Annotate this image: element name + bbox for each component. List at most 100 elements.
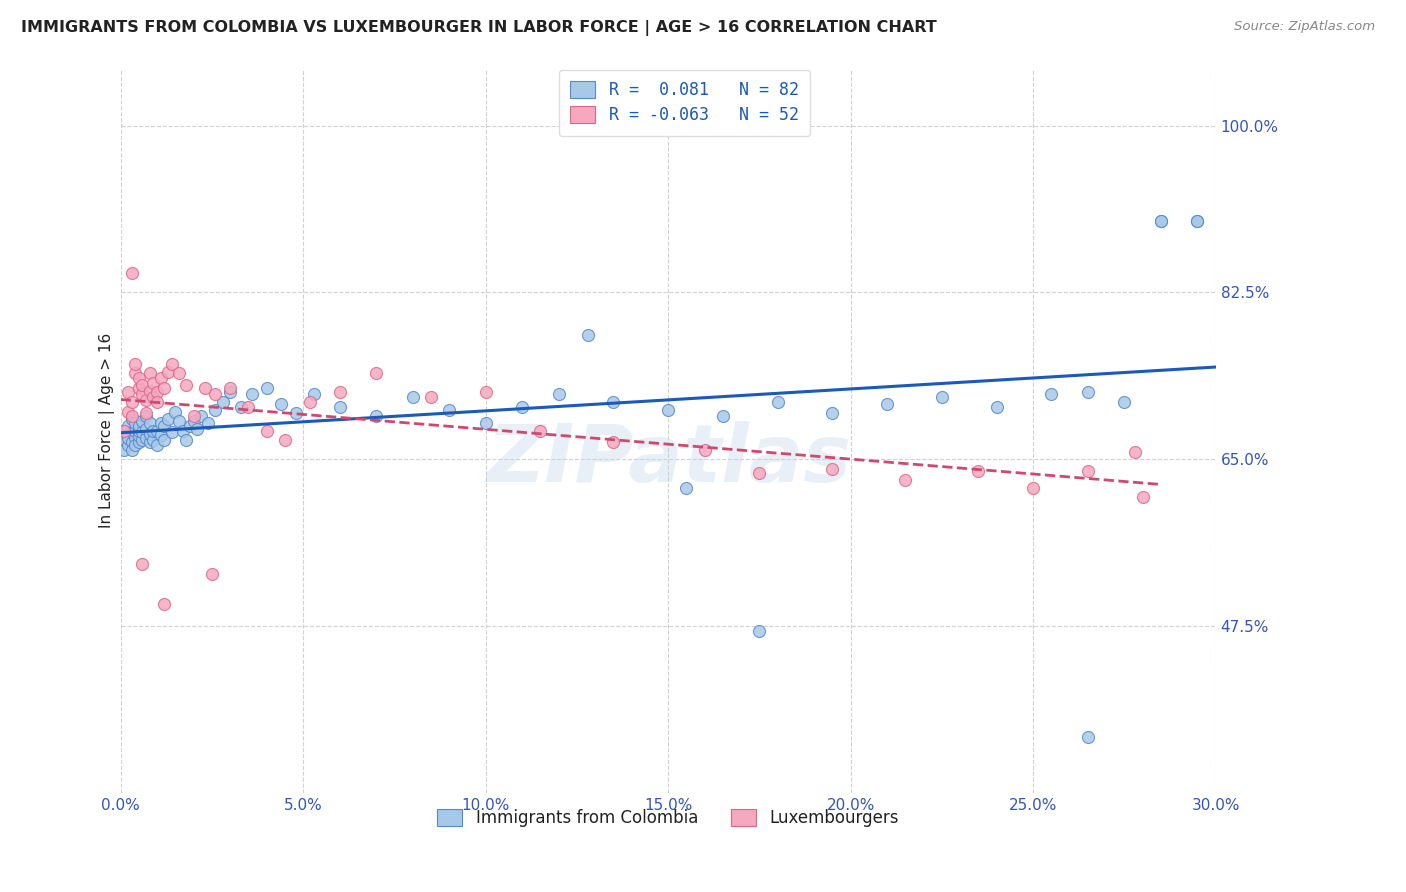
Point bbox=[160, 357, 183, 371]
Point bbox=[1150, 214, 1173, 228]
Point bbox=[1077, 385, 1099, 400]
Point bbox=[657, 402, 679, 417]
Point bbox=[474, 416, 496, 430]
Point bbox=[128, 418, 150, 433]
Point bbox=[201, 566, 224, 581]
Point bbox=[174, 433, 197, 447]
Point bbox=[149, 428, 172, 442]
Text: Source: ZipAtlas.com: Source: ZipAtlas.com bbox=[1234, 20, 1375, 33]
Point bbox=[602, 435, 624, 450]
Point bbox=[274, 433, 297, 447]
Point bbox=[131, 425, 153, 440]
Point bbox=[128, 424, 150, 438]
Point bbox=[121, 395, 143, 409]
Point bbox=[401, 390, 423, 404]
Point bbox=[149, 371, 172, 385]
Point bbox=[135, 431, 157, 445]
Point bbox=[117, 418, 139, 433]
Point bbox=[142, 390, 165, 404]
Text: ZIPatlas: ZIPatlas bbox=[485, 420, 851, 499]
Point bbox=[576, 328, 599, 343]
Point bbox=[146, 385, 169, 400]
Point bbox=[139, 384, 162, 398]
Point bbox=[142, 424, 165, 438]
Point bbox=[256, 381, 278, 395]
Point bbox=[149, 416, 172, 430]
Point bbox=[302, 387, 325, 401]
Point bbox=[139, 435, 162, 450]
Point bbox=[329, 385, 352, 400]
Point bbox=[139, 367, 162, 381]
Point bbox=[211, 395, 233, 409]
Point bbox=[876, 397, 898, 411]
Point bbox=[174, 377, 197, 392]
Point bbox=[121, 412, 143, 426]
Point bbox=[602, 395, 624, 409]
Point bbox=[219, 381, 242, 395]
Point bbox=[364, 367, 387, 381]
Point bbox=[146, 424, 169, 438]
Point bbox=[1187, 214, 1209, 228]
Point bbox=[124, 424, 146, 438]
Point bbox=[135, 409, 157, 424]
Point bbox=[240, 387, 263, 401]
Text: IMMIGRANTS FROM COLOMBIA VS LUXEMBOURGER IN LABOR FORCE | AGE > 16 CORRELATION C: IMMIGRANTS FROM COLOMBIA VS LUXEMBOURGER… bbox=[21, 20, 936, 36]
Point bbox=[117, 428, 139, 442]
Point bbox=[510, 400, 533, 414]
Point bbox=[156, 412, 179, 426]
Point bbox=[121, 435, 143, 450]
Point bbox=[186, 422, 208, 436]
Point bbox=[675, 481, 697, 495]
Point bbox=[121, 266, 143, 280]
Point bbox=[128, 429, 150, 443]
Point bbox=[117, 404, 139, 418]
Point bbox=[124, 357, 146, 371]
Point bbox=[139, 427, 162, 442]
Point bbox=[238, 400, 260, 414]
Point bbox=[121, 425, 143, 440]
Point bbox=[135, 393, 157, 408]
Point bbox=[364, 409, 387, 424]
Point bbox=[165, 404, 187, 418]
Point bbox=[117, 385, 139, 400]
Point bbox=[128, 435, 150, 450]
Point bbox=[146, 395, 169, 409]
Point bbox=[193, 381, 215, 395]
Point bbox=[117, 431, 139, 445]
Point bbox=[270, 397, 292, 411]
Point bbox=[128, 371, 150, 385]
Point bbox=[711, 409, 734, 424]
Point bbox=[204, 402, 226, 417]
Point bbox=[153, 381, 176, 395]
Point bbox=[112, 424, 135, 438]
Point bbox=[529, 424, 551, 438]
Point bbox=[894, 473, 917, 487]
Point bbox=[748, 624, 770, 638]
Point bbox=[131, 387, 153, 401]
Point bbox=[1125, 444, 1147, 458]
Point bbox=[131, 433, 153, 447]
Point bbox=[142, 376, 165, 390]
Point bbox=[437, 402, 460, 417]
Point bbox=[179, 418, 201, 433]
Point bbox=[931, 390, 953, 404]
Point bbox=[124, 416, 146, 430]
Point bbox=[986, 400, 1008, 414]
Point bbox=[153, 433, 176, 447]
Point bbox=[821, 406, 844, 420]
Point bbox=[183, 409, 205, 424]
Point bbox=[117, 438, 139, 452]
Point bbox=[146, 438, 169, 452]
Point bbox=[1132, 490, 1154, 504]
Point bbox=[160, 425, 183, 440]
Point bbox=[153, 418, 176, 433]
Point bbox=[128, 381, 150, 395]
Point bbox=[219, 385, 242, 400]
Point bbox=[190, 409, 212, 424]
Point bbox=[139, 416, 162, 430]
Point bbox=[153, 597, 176, 611]
Y-axis label: In Labor Force | Age > 16: In Labor Force | Age > 16 bbox=[100, 333, 115, 528]
Point bbox=[1077, 464, 1099, 478]
Point bbox=[1077, 731, 1099, 745]
Point bbox=[1187, 214, 1209, 228]
